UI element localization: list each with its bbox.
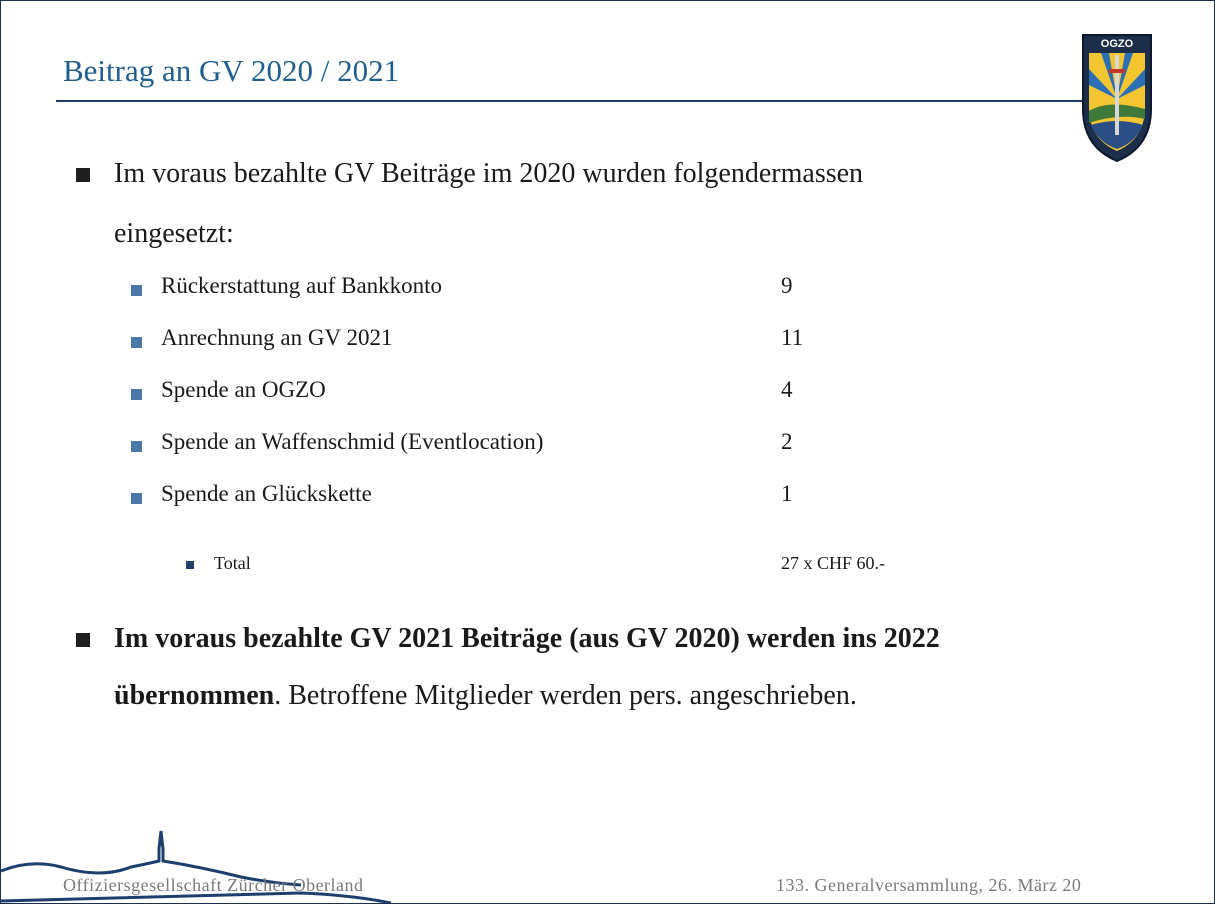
item-label: Spende an Waffenschmid (Eventlocation)	[161, 429, 543, 455]
bullet-text: Im voraus bezahlte GV Beiträge im 2020 w…	[114, 158, 863, 190]
item-label: Spende an OGZO	[161, 377, 326, 403]
text: . Betroffene Mitglieder werden pers. ang…	[274, 680, 857, 711]
item-label: Anrechnung an GV 2021	[161, 325, 392, 351]
bullet	[131, 337, 142, 348]
bullet	[131, 441, 142, 452]
bullet	[131, 285, 142, 296]
item-label: Spende an Glückskette	[161, 481, 372, 507]
slide: Beitrag an GV 2020 / 2021 OGZO Im voraus…	[0, 0, 1215, 904]
bullet-text: eingesetzt:	[114, 218, 234, 250]
item-value: 11	[781, 325, 803, 351]
total-label: Total	[214, 553, 251, 574]
title-rule	[56, 100, 1084, 102]
bullet	[76, 633, 90, 647]
bold-text: Im voraus bezahlte GV 2021 Beiträge (aus…	[114, 623, 940, 655]
bullet	[76, 168, 90, 182]
item-value: 9	[781, 273, 793, 299]
footer-right: 133. Generalversammlung, 26. März 20	[776, 875, 1081, 896]
item-label: Rückerstattung auf Bankkonto	[161, 273, 442, 299]
logo: OGZO	[1079, 29, 1155, 163]
total-value: 27 x CHF 60.-	[781, 553, 885, 574]
footer-left: Offiziersgesellschaft Zürcher Oberland	[63, 875, 364, 896]
bullet-text: übernommen. Betroffene Mitglieder werden…	[114, 680, 857, 712]
bullet	[186, 561, 194, 569]
bold-text: übernommen	[114, 680, 274, 711]
slide-title: Beitrag an GV 2020 / 2021	[63, 53, 399, 89]
item-value: 2	[781, 429, 793, 455]
item-value: 1	[781, 481, 793, 507]
logo-text: OGZO	[1101, 38, 1134, 50]
bullet	[131, 493, 142, 504]
item-value: 4	[781, 377, 793, 403]
bullet	[131, 389, 142, 400]
